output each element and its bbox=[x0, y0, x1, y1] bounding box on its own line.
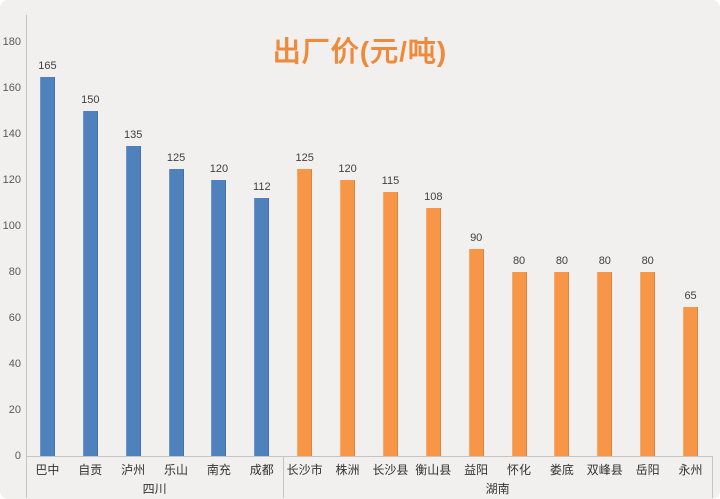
y-tick-label: 160 bbox=[2, 82, 21, 94]
bar bbox=[683, 306, 699, 456]
group-separator bbox=[712, 456, 713, 498]
y-tick-label: 100 bbox=[2, 220, 21, 232]
bar bbox=[211, 180, 227, 456]
category-label: 巴中 bbox=[35, 463, 60, 477]
bar-value-label: 90 bbox=[470, 232, 483, 244]
bar-value-label: 80 bbox=[641, 255, 654, 267]
bar bbox=[297, 168, 313, 456]
bar-value-label: 115 bbox=[381, 174, 400, 187]
y-axis-line bbox=[26, 15, 27, 456]
category-label: 泸州 bbox=[121, 463, 146, 477]
group-label: 四川 bbox=[142, 482, 167, 496]
bar bbox=[382, 191, 398, 456]
bar bbox=[554, 272, 570, 456]
category-label: 双峰县 bbox=[586, 463, 623, 477]
y-tick-label: 120 bbox=[2, 174, 21, 186]
bar-value-label: 112 bbox=[253, 181, 271, 194]
category-label: 衡山县 bbox=[415, 463, 452, 477]
bar-value-label: 135 bbox=[124, 128, 143, 141]
bar bbox=[640, 272, 656, 456]
bar-value-label: 80 bbox=[555, 255, 569, 267]
category-label: 娄底 bbox=[549, 463, 574, 477]
bar-value-label: 120 bbox=[209, 163, 229, 175]
y-tick-label: 60 bbox=[8, 312, 21, 324]
group-label: 湖南 bbox=[485, 482, 510, 496]
bar bbox=[425, 207, 441, 456]
bar bbox=[468, 249, 484, 456]
category-label: 岳阳 bbox=[635, 463, 660, 477]
chart-title: 出厂价(元/吨) bbox=[272, 36, 448, 67]
bar-value-label: 80 bbox=[512, 255, 526, 267]
bar-value-label: 65 bbox=[684, 289, 697, 302]
category-label: 永州 bbox=[678, 463, 703, 477]
category-label: 成都 bbox=[249, 463, 274, 477]
x-axis-line bbox=[26, 456, 713, 457]
y-tick-label: 80 bbox=[8, 266, 21, 278]
bar-value-label: 125 bbox=[295, 151, 314, 164]
bar-value-label: 80 bbox=[598, 255, 611, 267]
bar-value-label: 150 bbox=[81, 94, 100, 106]
category-label: 益阳 bbox=[464, 463, 489, 477]
y-tick-label: 20 bbox=[8, 404, 21, 416]
category-label: 怀化 bbox=[507, 463, 532, 477]
bar bbox=[511, 272, 527, 456]
bar bbox=[597, 272, 613, 456]
y-tick-label: 140 bbox=[2, 128, 21, 140]
bar bbox=[168, 168, 184, 456]
bar bbox=[254, 198, 270, 456]
bar bbox=[39, 76, 55, 456]
bar bbox=[125, 145, 141, 456]
bar-value-label: 108 bbox=[424, 190, 443, 203]
category-label: 长沙县 bbox=[372, 463, 409, 477]
category-label: 长沙市 bbox=[286, 463, 323, 477]
category-label: 乐山 bbox=[164, 463, 189, 477]
group-separator bbox=[283, 456, 285, 498]
group-separator bbox=[26, 456, 27, 498]
bar bbox=[340, 180, 356, 456]
category-label: 株洲 bbox=[335, 463, 360, 477]
y-tick-label: 0 bbox=[14, 450, 21, 462]
category-label: 南充 bbox=[206, 463, 231, 477]
y-tick-label: 180 bbox=[2, 36, 21, 48]
bar-value-label: 120 bbox=[338, 163, 357, 175]
bar-value-label: 125 bbox=[166, 151, 186, 164]
y-tick-label: 40 bbox=[8, 358, 21, 370]
bar-value-label: 165 bbox=[38, 59, 57, 72]
bar bbox=[82, 111, 98, 456]
category-label: 自贡 bbox=[78, 463, 103, 477]
